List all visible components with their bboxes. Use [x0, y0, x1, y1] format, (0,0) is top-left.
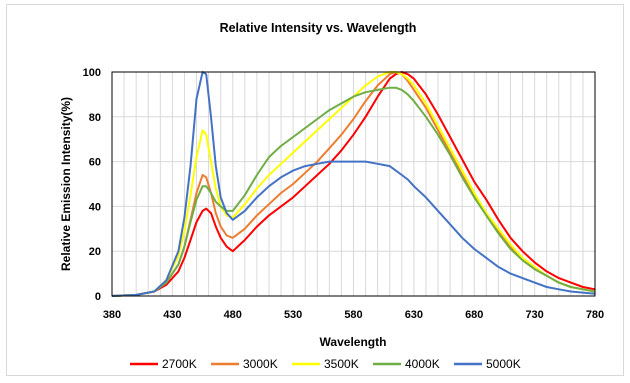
- series-line-3500k: [111, 71, 596, 297]
- plot-lines: [111, 71, 596, 297]
- x-tick-labels: 380 430 480 530 580 630 680 730 780: [103, 309, 604, 321]
- y-tick-label: 100: [83, 67, 101, 79]
- series-line-5000k: [111, 71, 596, 297]
- grid: [111, 71, 596, 297]
- x-tick-label: 430: [163, 309, 181, 321]
- axes: [111, 71, 596, 297]
- y-tick-labels: 0 20 40 60 80 100: [83, 67, 101, 303]
- x-tick-label: 730: [525, 309, 543, 321]
- legend-label: 3500K: [324, 357, 359, 371]
- series-line-3000k: [111, 71, 596, 297]
- legend-label: 2700K: [162, 357, 197, 371]
- x-tick-label: 380: [103, 309, 121, 321]
- x-tick-label: 780: [586, 309, 604, 321]
- x-tick-label: 580: [344, 309, 362, 321]
- y-tick-label: 40: [89, 201, 101, 213]
- x-tick-label: 630: [405, 309, 423, 321]
- legend: 2700K 3000K 3500K 4000K 5000K: [130, 357, 521, 371]
- y-tick-label: 20: [89, 246, 101, 258]
- series-line-2700k: [111, 71, 596, 297]
- y-tick-label: 0: [95, 291, 101, 303]
- y-tick-label: 80: [89, 112, 101, 124]
- x-axis-title: Wavelength: [320, 335, 387, 349]
- y-axis-title: Relative Emission Intensity(%): [59, 97, 73, 271]
- series-line-4000k: [111, 86, 596, 297]
- chart-frame: [6, 4, 624, 376]
- y-tick-label: 60: [89, 157, 101, 169]
- x-tick-label: 680: [465, 309, 483, 321]
- legend-label: 5000K: [486, 357, 521, 371]
- x-tick-label: 480: [224, 309, 242, 321]
- legend-label: 4000K: [405, 357, 440, 371]
- chart-title: Relative Intensity vs. Wavelength: [220, 21, 417, 35]
- legend-label: 3000K: [243, 357, 278, 371]
- plot-area-border: [111, 71, 596, 297]
- x-tick-label: 530: [284, 309, 302, 321]
